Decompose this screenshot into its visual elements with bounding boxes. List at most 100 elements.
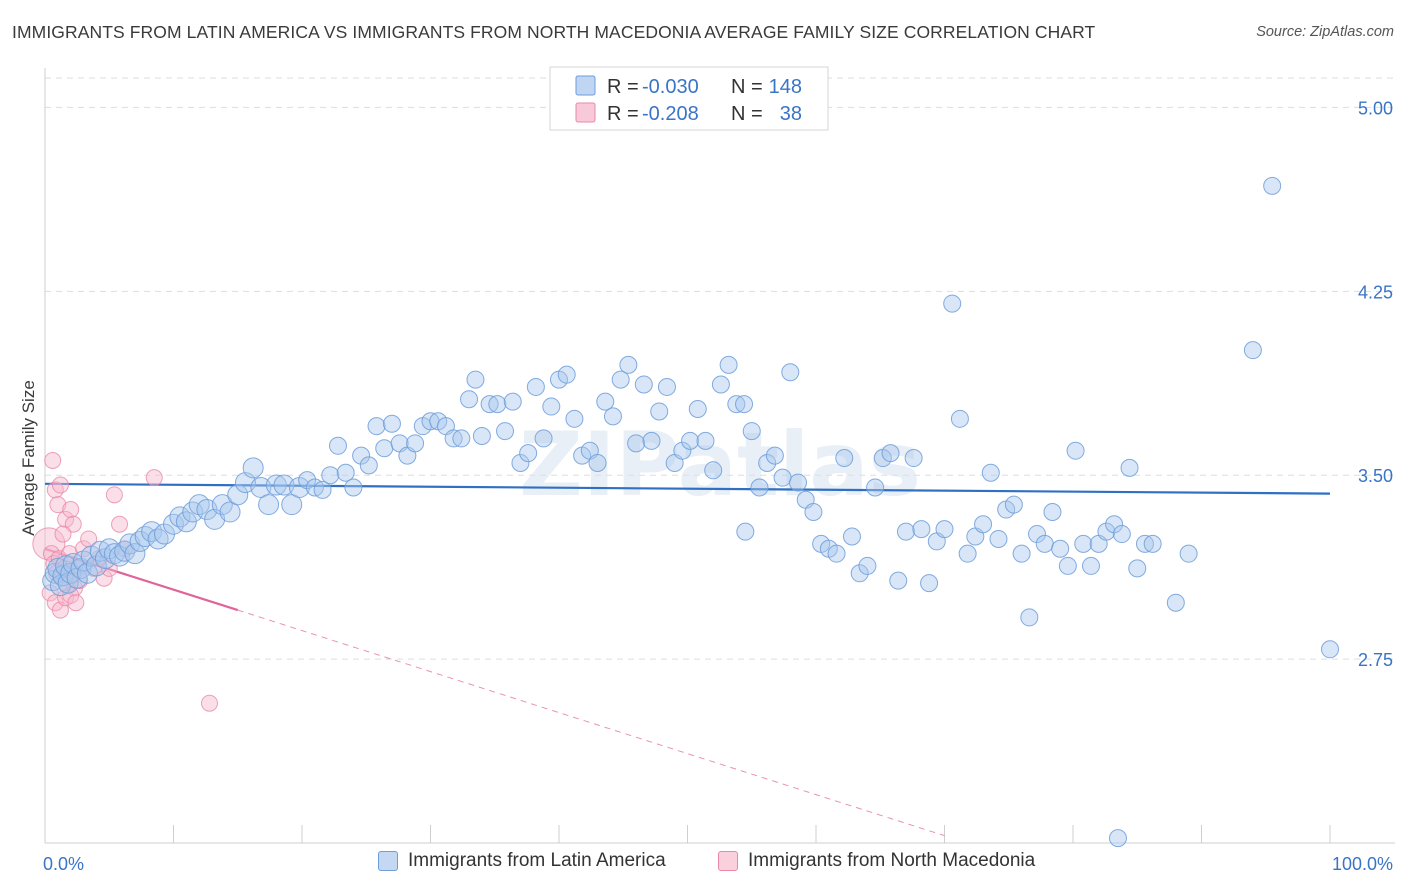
point-latin-america-60 — [406, 434, 425, 453]
point-latin-america-77 — [534, 429, 553, 448]
point-latin-america-156 — [1143, 534, 1162, 553]
point-latin-america-49 — [321, 466, 340, 485]
point-latin-america-144 — [1051, 539, 1070, 558]
point-latin-america-126 — [912, 520, 931, 539]
point-north-macedonia-0 — [32, 527, 66, 561]
point-latin-america-119 — [858, 556, 877, 575]
point-latin-america-65 — [444, 429, 463, 448]
point-latin-america-52 — [344, 478, 363, 497]
point-latin-america-48 — [313, 480, 332, 499]
point-latin-america-125 — [904, 449, 923, 468]
point-latin-america-55 — [367, 417, 386, 436]
point-latin-america-57 — [382, 414, 401, 433]
gridlines — [45, 77, 1395, 660]
point-latin-america-108 — [773, 468, 792, 487]
point-latin-america-80 — [557, 365, 576, 384]
point-north-macedonia-13 — [44, 452, 62, 469]
point-latin-america-43 — [273, 474, 295, 496]
point-latin-america-54 — [359, 456, 378, 475]
point-latin-america-146 — [1066, 441, 1085, 460]
point-latin-america-99 — [704, 461, 723, 480]
y-tick-label-2: 4.25 — [1358, 282, 1393, 302]
point-north-macedonia-15 — [49, 496, 67, 514]
point-latin-america-143 — [1043, 502, 1062, 521]
point-latin-america-76 — [526, 377, 545, 396]
legend-r-value-1: -0.030 — [642, 76, 699, 98]
legend-n-label-2: N = — [731, 103, 763, 125]
point-north-macedonia-37 — [54, 525, 72, 543]
legend-item-latin-america: Immigrants from Latin America — [378, 850, 666, 872]
point-latin-america-151 — [1105, 515, 1124, 534]
point-latin-america-153 — [1120, 458, 1139, 477]
legend-n-label-1: N = — [731, 76, 763, 98]
point-latin-america-130 — [943, 294, 962, 313]
point-latin-america-141 — [1028, 525, 1047, 544]
legend-swatch-blue — [575, 75, 596, 96]
point-latin-america-104 — [742, 422, 761, 441]
trend-line-north-macedonia-extension — [237, 609, 945, 837]
trend-line-latin-america — [44, 482, 1331, 495]
point-latin-america-51 — [336, 463, 355, 482]
point-latin-america-101 — [719, 355, 738, 374]
trend-lines — [44, 482, 1331, 837]
legend-r-label-2: R = — [607, 103, 639, 125]
point-latin-america-106 — [758, 453, 777, 472]
point-latin-america-162 — [1108, 829, 1127, 848]
point-latin-america-150 — [1097, 522, 1116, 541]
point-latin-america-105 — [750, 478, 769, 497]
point-latin-america-91 — [642, 431, 661, 450]
point-north-macedonia-35 — [145, 469, 163, 487]
point-latin-america-154 — [1128, 559, 1147, 578]
legend-swatch-north-macedonia — [718, 851, 738, 871]
point-latin-america-118 — [850, 564, 869, 583]
axes — [44, 68, 1395, 844]
point-latin-america-53 — [352, 446, 371, 465]
point-latin-america-142 — [1035, 534, 1054, 553]
point-latin-america-122 — [881, 444, 900, 463]
point-latin-america-46 — [298, 471, 317, 490]
point-latin-america-109 — [781, 363, 800, 382]
point-latin-america-116 — [835, 449, 854, 468]
point-north-macedonia-32 — [105, 486, 123, 504]
point-latin-america-115 — [827, 544, 846, 563]
point-latin-america-124 — [896, 522, 915, 541]
point-latin-america-69 — [472, 426, 491, 445]
point-latin-america-98 — [696, 431, 715, 450]
point-latin-america-97 — [688, 400, 707, 419]
y-axis-label: Average Family Size — [19, 380, 38, 536]
point-latin-america-81 — [565, 409, 584, 428]
point-latin-america-157 — [1166, 593, 1185, 612]
point-latin-america-22 — [124, 543, 146, 565]
x-tick-label-1: 100.0% — [1332, 854, 1393, 874]
legend-r-label-1: R = — [607, 76, 639, 98]
point-north-macedonia-25 — [67, 594, 85, 612]
point-latin-america-92 — [650, 402, 669, 421]
point-latin-america-160 — [1263, 176, 1282, 195]
point-latin-america-56 — [375, 439, 394, 458]
legend-r-value-2: -0.208 — [642, 103, 699, 125]
point-latin-america-37 — [227, 484, 249, 506]
point-north-macedonia-19 — [64, 515, 82, 533]
point-north-macedonia-27 — [80, 530, 98, 548]
point-latin-america-84 — [588, 453, 607, 472]
point-north-macedonia-26 — [75, 540, 93, 558]
point-latin-america-86 — [603, 407, 622, 426]
point-latin-america-107 — [765, 446, 784, 465]
point-latin-america-89 — [627, 434, 646, 453]
point-latin-america-132 — [958, 544, 977, 563]
series-north-macedonia — [32, 452, 218, 712]
point-latin-america-44 — [281, 494, 303, 516]
point-latin-america-35 — [211, 494, 233, 516]
point-latin-america-75 — [519, 444, 538, 463]
point-latin-america-131 — [950, 409, 969, 428]
point-latin-america-135 — [981, 463, 1000, 482]
point-latin-america-140 — [1020, 608, 1039, 627]
point-latin-america-90 — [634, 375, 653, 394]
point-latin-america-73 — [503, 392, 522, 411]
point-latin-america-36 — [219, 501, 241, 523]
legend-item-north-macedonia: Immigrants from North Macedonia — [718, 850, 1035, 872]
point-latin-america-100 — [711, 375, 730, 394]
chart-title: IMMIGRANTS FROM LATIN AMERICA VS IMMIGRA… — [12, 22, 1096, 42]
point-latin-america-93 — [657, 377, 676, 396]
point-latin-america-148 — [1081, 556, 1100, 575]
